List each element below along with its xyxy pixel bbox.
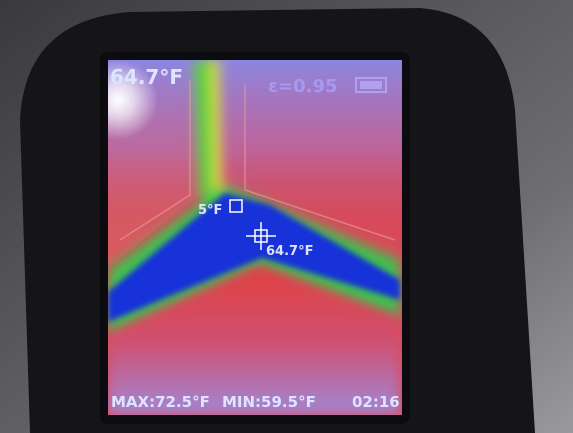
emissivity: ε=0.95 xyxy=(268,76,338,97)
page: 64.7°F ε=0.95 5°F 64.7°F MAX:72.5°F MIN:… xyxy=(0,0,573,433)
crosshair-label: 64.7°F xyxy=(266,244,313,259)
max-temp: MAX:72.5°F xyxy=(111,393,210,411)
photo: 64.7°F ε=0.95 5°F 64.7°F MAX:72.5°F MIN:… xyxy=(0,0,573,433)
cold-spot-label: 5°F xyxy=(198,203,222,218)
thermal-image xyxy=(78,60,402,415)
clock: 02:16 xyxy=(352,393,400,411)
battery-level xyxy=(360,81,382,89)
center-temp: 64.7°F xyxy=(110,65,183,89)
min-temp: MIN:59.5°F xyxy=(222,393,316,411)
